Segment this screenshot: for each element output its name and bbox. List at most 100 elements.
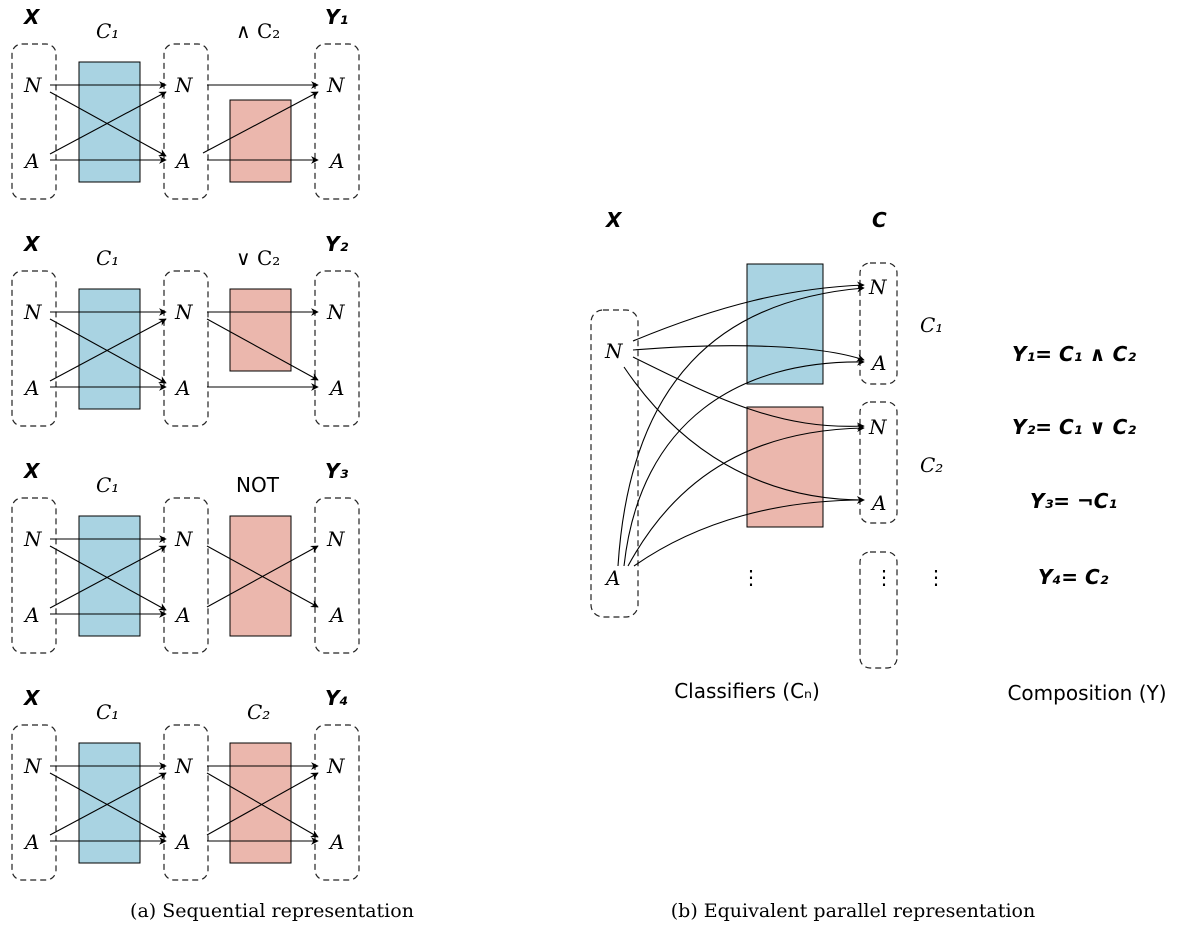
classifier-label-ellipsis: ⋮: [926, 565, 946, 589]
classifier-2-output-set: [859, 401, 898, 524]
output-a-label: A: [328, 149, 344, 173]
output-a-label: A: [328, 830, 344, 854]
classifier-1-output-set: [859, 262, 898, 385]
edge-a-to-n: [49, 318, 167, 382]
input-set-box: [11, 270, 57, 427]
composition-y1-text: Y₁= C₁ ∧ C₂: [1012, 342, 1136, 366]
output-set-box: [314, 497, 360, 654]
output-n-label: N: [326, 73, 346, 97]
output-n-label: N: [326, 754, 346, 778]
second-op-label: C₂: [247, 700, 270, 724]
c2-n-label: N: [868, 415, 888, 439]
classifier-ellipsis: ⋮: [741, 565, 761, 589]
edge-mid-n-to-out-a: [206, 318, 319, 381]
classifier-2-box: [229, 99, 292, 183]
seq-row-2: X C₁ ∨ C₂ Y₂ N A N A N A: [11, 232, 360, 427]
composition-y3: Y₃= ¬C₁: [1030, 489, 1117, 513]
second-op-label: NOT: [236, 473, 280, 497]
composition-y4: Y₄= C₂: [1038, 565, 1109, 589]
edge-a-to-c2-a: [633, 496, 865, 567]
intermediate-set-box: [163, 724, 209, 881]
input-label-x: X: [22, 459, 41, 483]
parallel-input-n-label: N: [604, 339, 624, 363]
output-n-label: N: [326, 300, 346, 324]
composition-caption: Composition (Y): [1007, 681, 1166, 705]
seq-row-1: X C₁ ∧ C₂ Y₁ N A N A N A: [11, 5, 360, 200]
mid-n-label: N: [174, 527, 194, 551]
output-set-box: [314, 43, 360, 200]
mid-n-label: N: [174, 73, 194, 97]
parallel-input-label-x: X: [604, 208, 623, 232]
intermediate-set-box: [163, 43, 209, 200]
first-op-label: C₁: [96, 473, 119, 497]
input-set-box: [11, 724, 57, 881]
input-label-x: X: [22, 232, 41, 256]
classifier-2-box: [746, 406, 824, 528]
classifier-2-label: C₂: [920, 453, 943, 477]
parallel-output-label-c: C: [872, 208, 887, 232]
edge-n-to-a: [49, 545, 167, 611]
classifier-1-label: C₁: [920, 313, 943, 337]
second-op-label: ∧ C₂: [236, 19, 280, 43]
c1-a-label: A: [870, 351, 886, 375]
edge-a-to-n: [49, 91, 167, 155]
composition-y2-text: Y₂= C₁ ∨ C₂: [1012, 415, 1136, 439]
output-a-label: A: [328, 376, 344, 400]
parallel-input-a-label: A: [604, 566, 620, 590]
sequential-caption: (a) Sequential representation: [130, 900, 414, 922]
composition-formulas: Y₁= C₁ ∧ C₂ Y₂= C₁ ∨ C₂ Y₃= ¬C₁ Y₄= C₂: [1012, 342, 1136, 589]
input-n-label: N: [23, 527, 43, 551]
edge-mid-n-to-out-a: [206, 772, 319, 838]
output-set-box: [314, 270, 360, 427]
edge-n-to-a: [49, 318, 167, 384]
composition-y3-text: Y₃= ¬C₁: [1030, 489, 1117, 513]
input-n-label: N: [23, 754, 43, 778]
classifiers-caption: Classifiers (Cₙ): [674, 679, 820, 703]
mid-a-label: A: [174, 603, 190, 627]
intermediate-set-box: [163, 270, 209, 427]
composition-y4-text: Y₄= C₂: [1038, 565, 1109, 589]
input-a-label: A: [23, 376, 39, 400]
output-set-box: [314, 724, 360, 881]
edge-a-to-n: [49, 545, 167, 609]
edge-a-to-c1-n: [617, 284, 865, 567]
edge-mid-a-to-out-n: [202, 91, 319, 154]
edge-a-to-c2-n: [627, 424, 865, 567]
mid-a-label: A: [174, 830, 190, 854]
intermediate-set-box: [163, 497, 209, 654]
edge-n-to-a: [49, 772, 167, 838]
input-label-x: X: [22, 5, 41, 29]
edge-mid-a-to-out-n: [206, 545, 319, 608]
output-label: Y₄: [325, 686, 348, 710]
classifier-2-box: [229, 742, 292, 864]
input-set-box: [11, 43, 57, 200]
c2-a-label: A: [870, 491, 886, 515]
input-a-label: A: [23, 149, 39, 173]
first-op-label: C₁: [96, 19, 119, 43]
first-op-label: C₁: [96, 246, 119, 270]
composition-y2: Y₂= C₁ ∨ C₂: [1012, 415, 1136, 439]
second-op-label: ∨ C₂: [236, 246, 280, 270]
edge-a-to-c1-a: [623, 358, 865, 567]
output-n-label: N: [326, 527, 346, 551]
c1-n-label: N: [868, 275, 888, 299]
output-label: Y₃: [325, 459, 348, 483]
output-label: Y₂: [325, 232, 348, 256]
seq-row-3: X C₁ NOT Y₃ N A N A N A: [11, 459, 360, 654]
mid-a-label: A: [174, 376, 190, 400]
mid-a-label: A: [174, 149, 190, 173]
parallel-diagram: X C N A ⋮ N A N A ⋮ C₁ C₂ ⋮ Y₁= C₁ ∧ C₂: [590, 208, 1167, 705]
classifier-1-box: [746, 263, 824, 385]
parallel-caption: (b) Equivalent parallel representation: [671, 900, 1035, 922]
edge-a-to-n: [49, 772, 167, 836]
output-label: Y₁: [325, 5, 348, 29]
classifier-2-box: [229, 288, 292, 372]
input-n-label: N: [23, 73, 43, 97]
output-set-ellipsis: ⋮: [874, 565, 894, 589]
edge-n-to-c2-n: [632, 356, 865, 431]
edge-n-to-c1-n: [632, 281, 865, 342]
input-a-label: A: [23, 603, 39, 627]
parallel-input-set-box: [590, 309, 639, 618]
edge-n-to-a: [49, 91, 167, 157]
